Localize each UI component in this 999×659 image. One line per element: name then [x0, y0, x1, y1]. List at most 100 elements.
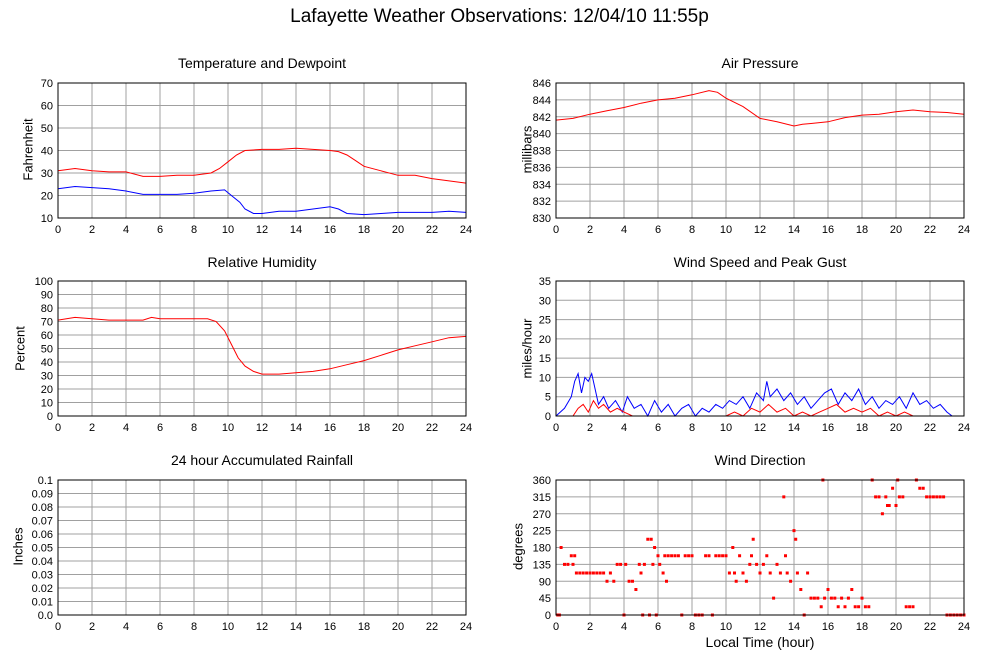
data-point-direction: [656, 554, 660, 558]
x-tick-label-wind: 24: [958, 422, 970, 434]
data-point-direction: [646, 537, 650, 541]
data-point-direction: [563, 562, 566, 566]
data-point-direction: [658, 562, 662, 566]
data-point-direction: [750, 554, 753, 558]
data-point-direction: [904, 605, 908, 609]
x-tick-label-wind: 20: [890, 422, 902, 434]
x-tick-label-humidity: 24: [460, 422, 472, 434]
y-tick-label-temp: 30: [41, 168, 53, 180]
data-point-direction: [690, 554, 694, 558]
data-point-direction: [741, 571, 745, 575]
x-tick-label-temp: 2: [89, 224, 95, 236]
data-point-direction: [624, 562, 628, 566]
y-tick-label-direction: 270: [533, 509, 551, 521]
data-point-direction: [615, 562, 619, 566]
y-tick-label-wind: 0: [545, 411, 551, 423]
x-tick-label-pressure: 10: [720, 224, 732, 236]
x-tick-label-humidity: 16: [324, 422, 336, 434]
chart-title-temp: Temperature and Dewpoint: [177, 55, 347, 71]
y-tick-label-wind: 20: [539, 334, 551, 346]
data-point-direction: [789, 579, 793, 583]
y-tick-label-direction: 135: [533, 559, 551, 571]
data-point-direction: [846, 596, 850, 600]
data-point-direction: [942, 495, 946, 499]
x-tick-label-pressure: 6: [655, 224, 661, 236]
data-point-direction: [738, 554, 742, 558]
x-tick-label-pressure: 18: [856, 224, 868, 236]
x-tick-label-humidity: 8: [191, 422, 197, 434]
x-tick-label-temp: 4: [123, 224, 129, 236]
data-point-direction: [860, 596, 864, 600]
y-tick-label-temp: 70: [41, 78, 53, 90]
y-tick-label-rain: 0.02: [32, 583, 53, 595]
x-tick-label-temp: 20: [392, 224, 404, 236]
data-point-direction: [707, 554, 711, 558]
data-point-direction: [836, 605, 840, 609]
data-point-direction: [778, 571, 782, 575]
data-point-direction: [724, 554, 728, 558]
x-tick-label-temp: 22: [426, 224, 438, 236]
y-tick-label-pressure: 838: [533, 146, 551, 158]
chart-title-pressure: Air Pressure: [721, 55, 799, 71]
data-point-direction: [775, 562, 779, 566]
y-tick-label-rain: 0.09: [32, 489, 53, 501]
x-tick-label-rain: 10: [222, 621, 234, 633]
x-tick-label-rain: 4: [123, 621, 129, 633]
data-point-direction: [748, 562, 752, 566]
data-point-direction: [785, 571, 789, 575]
y-tick-label-humidity: 0: [47, 411, 53, 423]
x-tick-label-wind: 22: [924, 422, 936, 434]
data-point-direction: [877, 495, 881, 499]
data-point-direction: [891, 486, 895, 490]
y-tick-label-rain: 0.05: [32, 543, 53, 555]
y-tick-label-wind: 25: [539, 315, 551, 327]
data-point-direction: [826, 588, 830, 591]
page-title: Lafayette Weather Observations: 12/04/10…: [290, 6, 709, 27]
y-tick-label-pressure: 836: [533, 162, 551, 174]
plot-frame-wind: [555, 280, 965, 417]
data-point-direction: [931, 495, 935, 499]
data-point-direction: [812, 596, 816, 600]
x-tick-label-humidity: 12: [256, 422, 268, 434]
data-point-direction: [782, 495, 786, 499]
data-point-direction: [887, 504, 891, 507]
data-point-direction: [651, 562, 655, 566]
data-point-direction: [673, 554, 677, 558]
x-tick-label-pressure: 2: [587, 224, 593, 236]
y-tick-label-wind: 15: [539, 353, 551, 365]
x-tick-label-wind: 2: [587, 422, 593, 434]
x-tick-label-rain: 18: [358, 621, 370, 633]
y-tick-label-temp: 60: [41, 101, 53, 113]
x-tick-label-direction: 2: [587, 621, 593, 633]
data-point-direction: [833, 596, 837, 600]
data-point-direction: [857, 605, 861, 609]
x-tick-label-pressure: 14: [788, 224, 800, 236]
data-point-direction: [755, 562, 759, 566]
x-tick-label-pressure: 8: [689, 224, 695, 236]
plot-frame-humidity: [57, 280, 467, 417]
data-point-direction: [595, 571, 599, 575]
data-point-direction: [608, 571, 612, 575]
x-tick-label-temp: 14: [290, 224, 302, 236]
y-tick-label-pressure: 842: [533, 112, 551, 124]
y-tick-label-humidity: 40: [41, 357, 53, 369]
data-point-direction: [768, 571, 772, 575]
y-tick-label-rain: 0.0: [38, 610, 53, 622]
x-tick-label-temp: 10: [222, 224, 234, 236]
x-tick-label-direction: 6: [655, 621, 661, 633]
data-point-direction: [911, 605, 915, 609]
y-tick-label-pressure: 846: [533, 78, 551, 90]
x-tick-label-rain: 22: [426, 621, 438, 633]
data-point-direction: [733, 571, 736, 575]
x-tick-label-humidity: 0: [55, 422, 61, 434]
data-point-direction: [687, 554, 691, 558]
data-point-direction: [850, 588, 854, 591]
y-tick-label-humidity: 10: [41, 398, 53, 410]
data-point-direction: [761, 562, 765, 566]
x-tick-label-direction: 22: [924, 621, 936, 633]
x-tick-label-wind: 6: [655, 422, 661, 434]
y-tick-label-pressure: 840: [533, 129, 551, 141]
x-tick-label-direction: 20: [890, 621, 902, 633]
y-tick-label-wind: 30: [539, 295, 551, 307]
x-tick-label-rain: 2: [89, 621, 95, 633]
